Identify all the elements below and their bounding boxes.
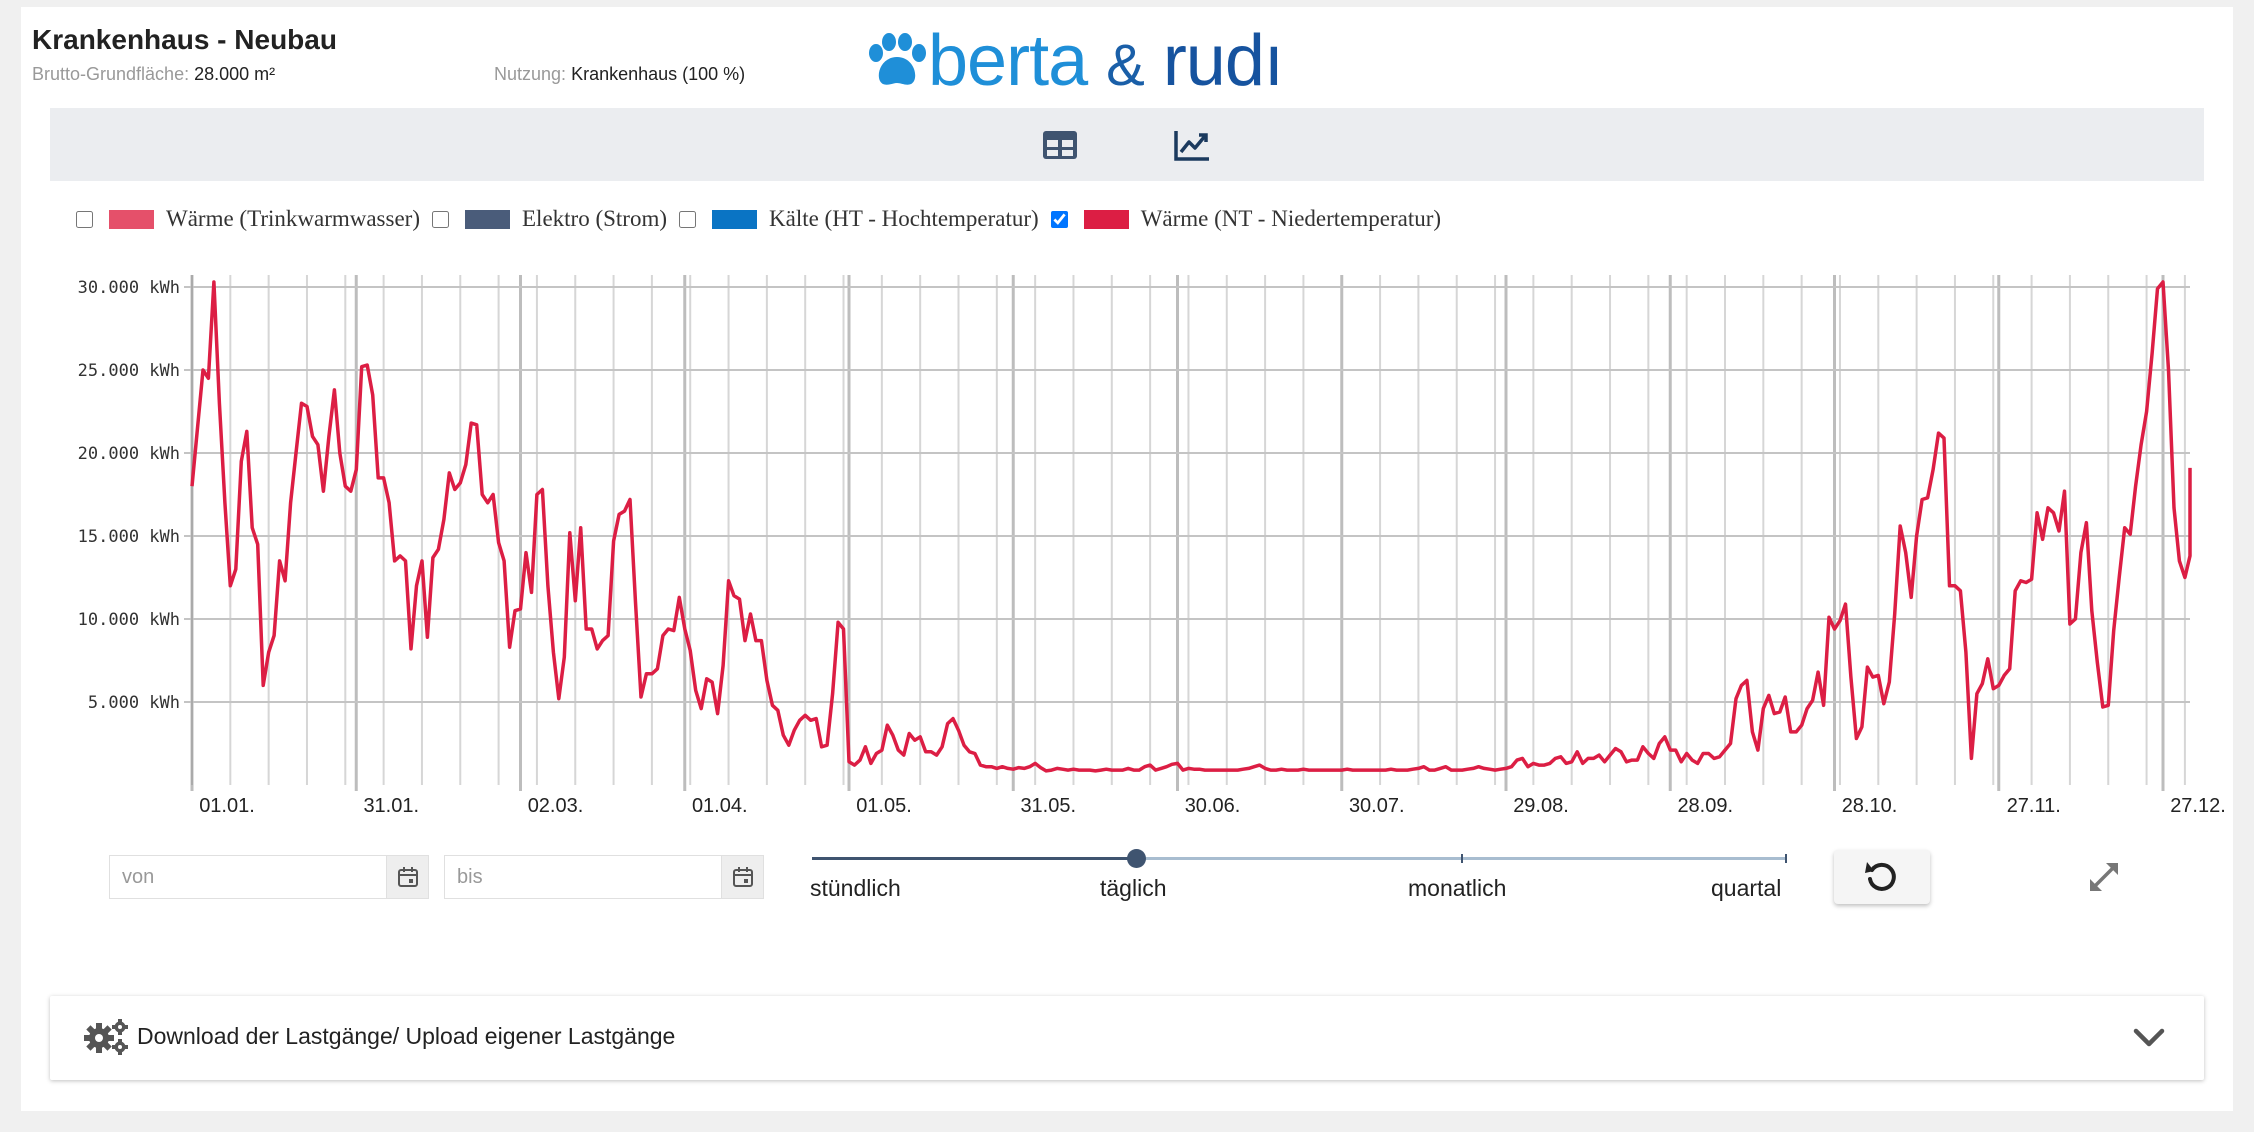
y-tick-label: 20.000 kWh <box>78 444 180 464</box>
logo-part1: berta <box>928 21 1088 101</box>
chart-svg: 5.000 kWh 10.000 kWh 15.000 kWh 20.000 kWh 2… <box>78 275 2226 817</box>
logo-part2: rudı <box>1162 21 1284 101</box>
logo-text: berta & rudı <box>928 25 1284 98</box>
logo-ampersand: & <box>1106 33 1145 98</box>
legend-checkbox[interactable] <box>679 210 696 228</box>
x-tick-label: 28.10. <box>1842 795 1898 817</box>
line-chart-icon <box>1174 131 1209 161</box>
brand-logo: berta & rudı <box>868 25 1284 98</box>
x-tick-label: 28.09. <box>1677 795 1733 817</box>
chart-legend: Wärme (Trinkwarmwasser) Elektro (Strom) Kä… <box>76 206 1453 232</box>
reset-zoom-button[interactable] <box>1834 850 1930 904</box>
from-calendar-button[interactable] <box>386 856 428 898</box>
chart-view-button[interactable] <box>1172 125 1212 165</box>
legend-item[interactable]: Elektro (Strom) <box>432 206 667 232</box>
chevron-down-icon <box>2133 1028 2165 1047</box>
x-tick-label: 01.04. <box>692 795 748 817</box>
legend-label: Wärme (Trinkwarmwasser) <box>166 206 420 231</box>
fullscreen-button[interactable] <box>2086 859 2122 895</box>
resolution-slider-handle[interactable] <box>1127 849 1146 868</box>
legend-checkbox[interactable] <box>76 210 93 228</box>
usage-info: Nutzung: Krankenhaus (100 %) <box>494 64 745 85</box>
x-tick-label: 02.03. <box>528 795 584 817</box>
x-tick-label: 31.01. <box>363 795 419 817</box>
slider-label-monthly[interactable]: monatlich <box>1408 875 1507 901</box>
calendar-icon <box>732 867 753 887</box>
legend-label: Elektro (Strom) <box>522 206 667 231</box>
y-tick-label: 10.000 kWh <box>78 610 180 630</box>
x-tick-label: 01.05. <box>856 795 912 817</box>
legend-swatch <box>109 209 154 229</box>
legend-swatch <box>465 209 510 229</box>
x-tick-label: 01.01. <box>199 795 255 817</box>
legend-item[interactable]: Wärme (NT - Niedertemperatur) <box>1050 206 1442 232</box>
slider-tick <box>1785 854 1787 863</box>
series-line <box>190 280 2192 773</box>
y-tick-label: 25.000 kWh <box>78 361 180 381</box>
y-tick-label: 30.000 kWh <box>78 278 180 298</box>
usage-value: Krankenhaus (100 %) <box>571 64 746 84</box>
table-icon <box>1043 131 1077 159</box>
y-tick-label: 15.000 kWh <box>78 527 180 547</box>
from-date-wrapper <box>109 855 429 899</box>
slider-label-daily[interactable]: täglich <box>1100 875 1167 901</box>
area-value: 28.000 m² <box>194 64 276 84</box>
legend-swatch <box>712 209 757 229</box>
slider-tick <box>1461 854 1463 863</box>
resolution-slider-track[interactable] <box>812 857 1787 860</box>
accordion-label: Download der Lastgänge/ Upload eigener L… <box>137 1023 676 1049</box>
slider-label-hourly[interactable]: stündlich <box>810 875 901 901</box>
x-tick-label: 27.11. <box>2007 795 2061 817</box>
legend-label: Wärme (NT - Niedertemperatur) <box>1140 206 1442 231</box>
resolution-slider-fill <box>812 857 1136 860</box>
reset-icon <box>1865 862 1896 891</box>
calendar-icon <box>397 867 418 887</box>
table-view-button[interactable] <box>1040 125 1080 165</box>
paw-icon <box>869 33 926 85</box>
x-tick-label: 29.08. <box>1513 795 1569 817</box>
view-toggle-bar <box>50 108 2204 181</box>
y-tick-label: 5.000 kWh <box>88 693 180 713</box>
main-card <box>21 7 2233 1111</box>
legend-item[interactable]: Kälte (HT - Hochtemperatur) <box>679 206 1039 232</box>
x-tick-label: 27.12. <box>2170 795 2226 817</box>
from-date-input[interactable] <box>110 856 386 898</box>
x-tick-label: 31.05. <box>1020 795 1076 817</box>
legend-checkbox[interactable] <box>1050 210 1068 228</box>
to-calendar-button[interactable] <box>721 856 763 898</box>
area-label: Brutto-Grundfläche: <box>32 64 190 84</box>
page-title: Krankenhaus - Neubau <box>32 24 337 55</box>
x-tick-label: 30.07. <box>1349 795 1405 817</box>
area-info: Brutto-Grundfläche: 28.000 m² <box>32 64 275 85</box>
legend-label: Kälte (HT - Hochtemperatur) <box>769 206 1039 231</box>
usage-label: Nutzung: <box>494 64 567 84</box>
expand-icon <box>2090 863 2118 891</box>
legend-checkbox[interactable] <box>432 210 449 228</box>
legend-item[interactable]: Wärme (Trinkwarmwasser) <box>76 206 420 232</box>
x-tick-label: 30.06. <box>1185 795 1241 817</box>
gears-icon <box>84 1019 128 1055</box>
legend-swatch <box>1083 209 1129 229</box>
slider-label-quarterly[interactable]: quartal <box>1711 875 1782 901</box>
to-date-wrapper <box>444 855 764 899</box>
to-date-input[interactable] <box>445 856 721 898</box>
download-upload-accordion[interactable]: Download der Lastgänge/ Upload eigener L… <box>50 996 2204 1080</box>
